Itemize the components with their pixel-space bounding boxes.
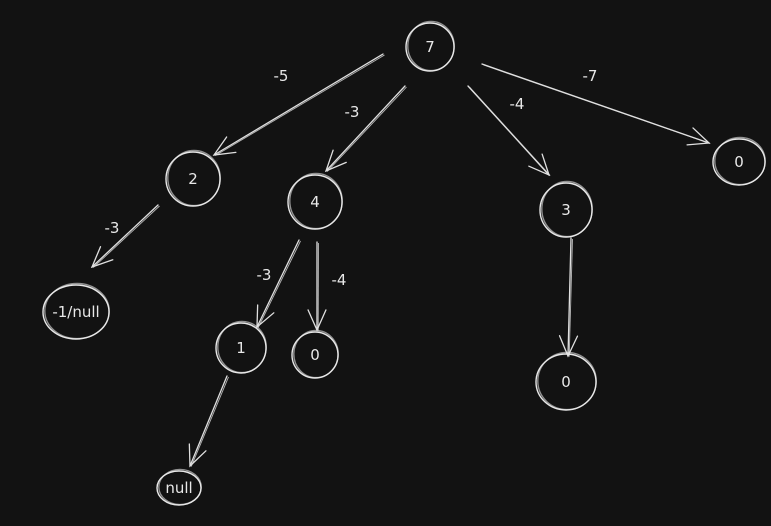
node-label: 3	[561, 201, 571, 219]
edge-label: -4	[510, 95, 525, 113]
edge-n2-n-1null	[92, 205, 160, 268]
edge-n4-n0b	[308, 242, 326, 331]
node-n2: 2	[166, 150, 220, 206]
node-nnull: null	[157, 469, 201, 505]
node-n4: 4	[288, 173, 342, 229]
node-label: -1/null	[52, 303, 99, 321]
node-n3: 3	[540, 181, 592, 237]
node-label: 0	[561, 373, 571, 391]
edge-label: -3	[257, 266, 272, 284]
node-label: 0	[734, 153, 744, 171]
edge-n3-n0c	[560, 238, 578, 357]
edge-label: -7	[583, 67, 598, 85]
node-n1: 1	[216, 321, 266, 373]
edge-n1-nnull	[189, 376, 228, 467]
edge-label: -5	[274, 67, 289, 85]
node-n0a: 0	[713, 137, 765, 185]
edge-n7-n4	[326, 86, 407, 172]
node-n7: 7	[406, 21, 454, 71]
edge-label: -3	[105, 219, 120, 237]
node-n-1null: -1/null	[43, 283, 109, 339]
node-label: null	[165, 479, 192, 497]
node-label: 1	[236, 339, 246, 357]
edge-label: -4	[332, 271, 347, 289]
node-n0b: 0	[292, 330, 338, 378]
node-n0c: 0	[536, 352, 596, 410]
node-label: 4	[310, 193, 320, 211]
node-label: 7	[425, 38, 435, 56]
node-label: 2	[188, 170, 198, 188]
node-label: 0	[310, 346, 320, 364]
edge-label: -3	[345, 103, 360, 121]
